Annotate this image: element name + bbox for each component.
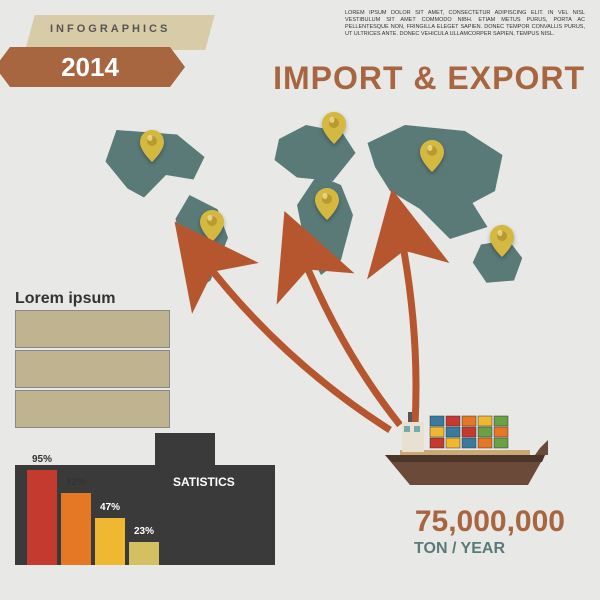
stat-bar: 72% [61, 493, 91, 565]
map-pin-icon [420, 140, 444, 172]
map-pin-icon [140, 130, 164, 162]
year-text: 2014 [10, 47, 170, 87]
stat-bar: 23% [129, 542, 159, 565]
main-title: IMPORT & EXPORT [273, 60, 585, 97]
stat-bar-label: 47% [95, 502, 125, 513]
header-ribbon: INFOGRAPHICS 2014 [10, 15, 290, 85]
stat-bar: 95% [27, 470, 57, 565]
year-ribbon: 2014 [10, 47, 170, 87]
side-panel-title: Lorem ipsum [15, 290, 170, 308]
stat-bar: 47% [95, 518, 125, 565]
map-pin-icon [322, 112, 346, 144]
figure-unit: TON / YEAR [414, 540, 505, 558]
stats-label: SATISTICS [173, 475, 235, 489]
statistics-chart: SATISTICS 95%72%47%23% [15, 405, 275, 565]
stat-bar-label: 72% [61, 477, 91, 488]
lorem-text: LOREM IPSUM DOLOR SIT AMET, CONSECTETUR … [345, 10, 585, 39]
map-pin-icon [315, 188, 339, 220]
world-map [100, 110, 530, 290]
stat-bar-label: 95% [27, 454, 57, 465]
ship-icon [380, 400, 550, 490]
map-pin-icon [200, 210, 224, 242]
figure-value: 75,000,000 [415, 505, 565, 539]
stats-tab [155, 433, 215, 465]
side-panel-box [15, 310, 170, 348]
stat-bar-label: 23% [129, 526, 159, 537]
map-pin-icon [490, 225, 514, 257]
ribbon-label: INFOGRAPHICS [50, 23, 170, 35]
side-panel-box [15, 350, 170, 388]
